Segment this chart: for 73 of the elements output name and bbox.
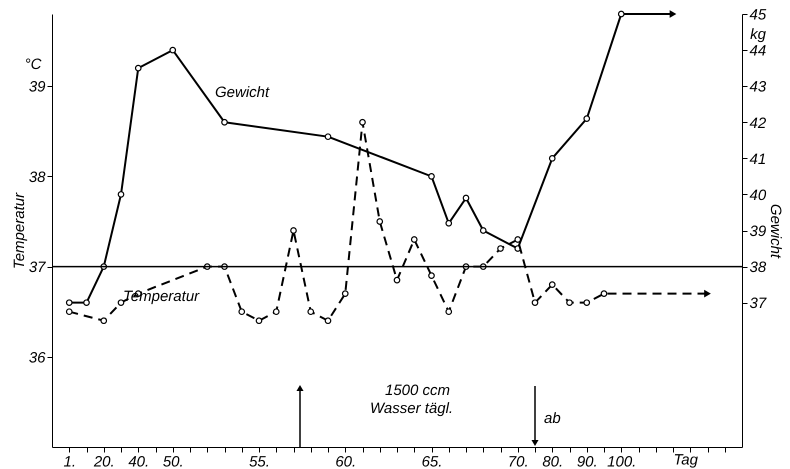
point	[221, 118, 228, 126]
point	[532, 299, 538, 306]
point	[497, 245, 504, 252]
point	[134, 64, 142, 72]
point	[118, 191, 124, 198]
point	[394, 276, 400, 284]
point	[704, 290, 711, 298]
x-tick-label: 70.	[508, 454, 529, 469]
point	[118, 299, 124, 306]
point	[548, 155, 556, 162]
series-label: Temperatur	[123, 288, 200, 305]
point	[445, 220, 452, 227]
point	[307, 308, 314, 316]
text: kg	[750, 26, 767, 43]
point	[583, 115, 590, 122]
point	[83, 299, 90, 306]
point	[169, 46, 176, 54]
y2-tick-label: 41	[750, 150, 766, 168]
x-tick-label: 55.	[249, 454, 270, 469]
point	[376, 218, 384, 225]
point	[359, 118, 366, 126]
y2-tick-label: 43	[750, 78, 767, 96]
y-tick-label: 39	[28, 78, 46, 96]
point	[256, 317, 262, 324]
x-tick-label: 1.	[63, 454, 76, 469]
y2-tick-label: 45	[750, 6, 767, 24]
text: °C	[24, 56, 42, 73]
annotation: Wasser tägl.	[370, 400, 454, 417]
y-tick-label: 37	[28, 259, 46, 276]
point	[410, 236, 418, 243]
y2-axis-title: Gewicht	[767, 204, 784, 259]
point	[290, 227, 297, 234]
point	[324, 317, 332, 324]
point	[583, 299, 590, 306]
point	[566, 299, 573, 306]
x-tick-label: 65.	[422, 454, 442, 469]
point	[670, 10, 676, 18]
y2-tick-label: 38	[750, 259, 767, 276]
point	[462, 194, 470, 202]
x-tick-label: 100.	[607, 454, 636, 469]
point	[428, 173, 435, 180]
point	[100, 317, 108, 324]
y2-tick-label: 44	[750, 42, 766, 60]
point	[272, 308, 280, 316]
y2-tick-label: 37	[750, 295, 767, 312]
x-tick-label: 60.	[335, 454, 356, 469]
point	[324, 133, 332, 140]
point	[66, 308, 73, 316]
y-tick-label: 36	[28, 349, 46, 366]
point	[548, 281, 556, 288]
x-tick-label: 20.	[92, 454, 115, 469]
point	[600, 290, 608, 297]
x-tick-label: 40.	[128, 454, 150, 469]
x-tick-label: 80.	[542, 454, 564, 469]
point	[428, 272, 435, 279]
annotation: 1500 ccm	[385, 382, 450, 399]
y-tick-label: 38	[28, 168, 46, 186]
point	[238, 308, 246, 316]
annotation: ab	[544, 410, 561, 427]
y2-tick-label: 39	[750, 223, 767, 240]
series-label: Gewicht	[215, 84, 270, 101]
point	[342, 290, 349, 297]
x-tick-label: 50.	[162, 454, 184, 469]
point	[514, 236, 522, 243]
point	[66, 299, 73, 306]
x-axis-title: Tag	[674, 452, 699, 468]
point	[618, 10, 625, 18]
point	[480, 227, 487, 234]
y-axis-title: Temperatur	[10, 192, 28, 270]
y2-tick-label: 40	[750, 186, 767, 204]
x-tick-label: 90.	[576, 454, 598, 469]
y2-tick-label: 42	[750, 114, 767, 132]
point	[445, 308, 452, 316]
